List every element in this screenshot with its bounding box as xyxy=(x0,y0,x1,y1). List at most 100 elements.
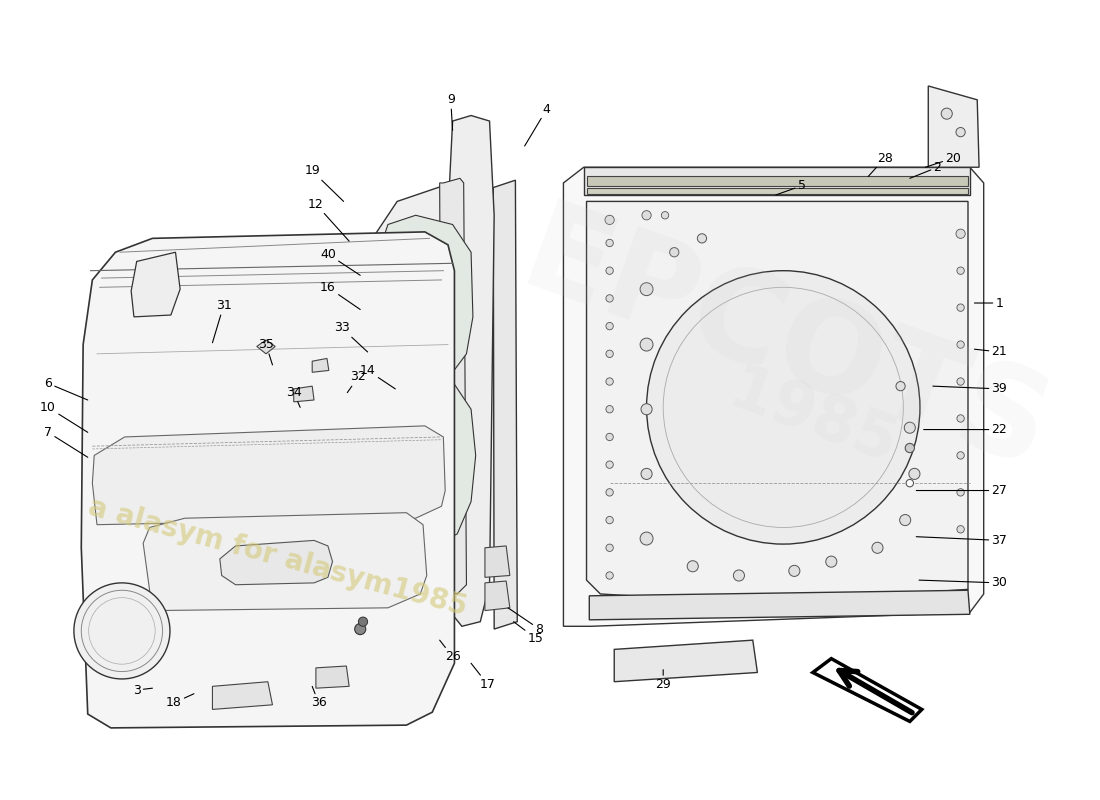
Polygon shape xyxy=(493,180,517,629)
Polygon shape xyxy=(485,581,510,610)
Circle shape xyxy=(606,572,614,579)
Circle shape xyxy=(900,514,911,526)
Polygon shape xyxy=(377,215,473,382)
Text: 33: 33 xyxy=(334,322,367,352)
Text: 34: 34 xyxy=(286,386,301,407)
Text: 1985: 1985 xyxy=(720,361,905,476)
Circle shape xyxy=(359,617,367,626)
Circle shape xyxy=(956,229,965,238)
Text: 9: 9 xyxy=(447,94,454,130)
Circle shape xyxy=(606,294,614,302)
Polygon shape xyxy=(485,546,510,578)
Text: 29: 29 xyxy=(656,670,671,691)
Circle shape xyxy=(641,404,652,414)
Circle shape xyxy=(640,282,653,296)
Circle shape xyxy=(606,434,614,441)
Text: 31: 31 xyxy=(212,299,231,342)
Polygon shape xyxy=(349,183,513,677)
Circle shape xyxy=(661,211,669,219)
Circle shape xyxy=(606,516,614,524)
Circle shape xyxy=(957,452,965,459)
Polygon shape xyxy=(586,177,968,186)
Circle shape xyxy=(354,623,366,634)
Polygon shape xyxy=(316,666,349,688)
Circle shape xyxy=(909,468,920,479)
Text: 19: 19 xyxy=(305,165,343,202)
Circle shape xyxy=(942,108,953,119)
Polygon shape xyxy=(256,340,275,354)
Polygon shape xyxy=(312,358,329,372)
Polygon shape xyxy=(349,620,388,642)
Text: 26: 26 xyxy=(440,640,461,663)
Circle shape xyxy=(74,583,170,679)
Circle shape xyxy=(957,489,965,496)
Circle shape xyxy=(362,406,377,422)
Circle shape xyxy=(789,566,800,577)
Circle shape xyxy=(606,267,614,274)
Polygon shape xyxy=(294,386,313,402)
Text: 21: 21 xyxy=(975,346,1008,358)
Circle shape xyxy=(905,443,914,453)
Circle shape xyxy=(957,378,965,386)
Polygon shape xyxy=(220,540,332,585)
Text: 28: 28 xyxy=(868,151,893,177)
Polygon shape xyxy=(586,187,968,194)
Text: 1: 1 xyxy=(975,297,1003,310)
Polygon shape xyxy=(590,590,970,620)
Text: 7: 7 xyxy=(44,426,88,458)
Text: 15: 15 xyxy=(514,622,543,645)
Circle shape xyxy=(606,489,614,496)
Text: 4: 4 xyxy=(525,102,551,146)
Text: 40: 40 xyxy=(320,247,360,275)
Text: 22: 22 xyxy=(924,423,1008,436)
Circle shape xyxy=(647,270,920,544)
Text: 2: 2 xyxy=(910,161,942,178)
Text: a alasym for alasym1985: a alasym for alasym1985 xyxy=(85,493,470,621)
Circle shape xyxy=(640,338,653,351)
Text: 35: 35 xyxy=(258,338,274,365)
Circle shape xyxy=(734,570,745,581)
Polygon shape xyxy=(212,682,273,710)
Circle shape xyxy=(956,127,965,137)
Circle shape xyxy=(957,341,965,348)
Polygon shape xyxy=(448,115,494,626)
Polygon shape xyxy=(928,86,979,167)
Polygon shape xyxy=(131,252,180,317)
Text: 16: 16 xyxy=(320,281,360,310)
Circle shape xyxy=(606,544,614,551)
Circle shape xyxy=(697,234,706,243)
Text: 39: 39 xyxy=(933,382,1008,395)
Circle shape xyxy=(957,414,965,422)
Circle shape xyxy=(904,422,915,434)
Text: 10: 10 xyxy=(40,401,88,432)
Circle shape xyxy=(642,210,651,220)
Circle shape xyxy=(826,556,837,567)
Text: 27: 27 xyxy=(916,484,1008,497)
Circle shape xyxy=(906,479,913,487)
Circle shape xyxy=(606,350,614,358)
Polygon shape xyxy=(143,513,427,610)
Text: 12: 12 xyxy=(308,198,349,241)
Circle shape xyxy=(895,382,905,390)
Circle shape xyxy=(872,542,883,554)
Circle shape xyxy=(606,322,614,330)
Circle shape xyxy=(688,561,698,572)
Text: 20: 20 xyxy=(925,151,961,167)
Text: 18: 18 xyxy=(166,694,194,710)
Circle shape xyxy=(606,378,614,386)
Polygon shape xyxy=(584,167,970,195)
Text: 5: 5 xyxy=(776,179,805,195)
Circle shape xyxy=(957,526,965,533)
Polygon shape xyxy=(440,178,466,594)
Circle shape xyxy=(606,461,614,468)
Polygon shape xyxy=(586,202,968,603)
Circle shape xyxy=(957,267,965,274)
Text: 3: 3 xyxy=(133,683,153,697)
Text: 6: 6 xyxy=(44,377,88,400)
Text: 17: 17 xyxy=(471,663,496,691)
Circle shape xyxy=(366,410,373,418)
Polygon shape xyxy=(614,640,758,682)
Text: 37: 37 xyxy=(916,534,1008,547)
Text: EPCOTS: EPCOTS xyxy=(506,194,1065,495)
Circle shape xyxy=(605,215,614,225)
